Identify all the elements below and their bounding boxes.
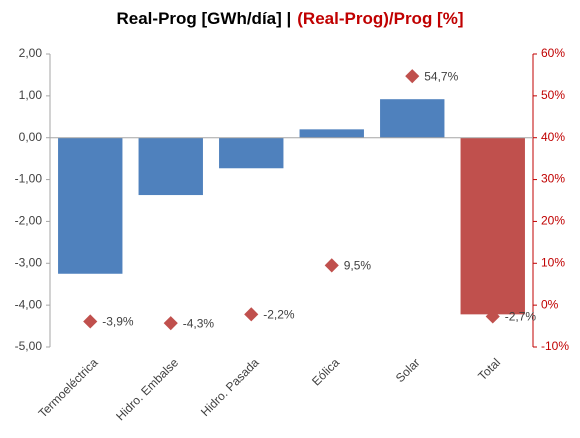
bar: [58, 137, 123, 274]
chart-title: Real-Prog [GWh/día] | (Real-Prog)/Prog [%…: [117, 9, 464, 28]
diamond-marker: [405, 69, 420, 84]
bar: [299, 129, 364, 138]
data-label: -2,2%: [263, 308, 295, 322]
data-label: 9,5%: [344, 259, 372, 273]
data-label: -2,7%: [505, 310, 537, 324]
y-tick-label: 2,00: [19, 46, 43, 60]
bar: [219, 137, 284, 169]
diamond-marker: [244, 307, 259, 322]
y-tick-label: -4,00: [15, 297, 43, 311]
y-tick-label: -2,00: [15, 214, 43, 228]
bar: [380, 99, 445, 138]
y2-tick-label: 10%: [541, 255, 565, 269]
y-tick-label: -3,00: [15, 255, 43, 269]
x-tick-label: Solar: [393, 355, 423, 385]
diamond-marker: [485, 309, 500, 324]
y2-tick-label: 0%: [541, 297, 559, 311]
title-part: (Real-Prog)/Prog [%]: [297, 9, 463, 28]
y-tick-label: -1,00: [15, 172, 43, 186]
x-tick-label: Total: [475, 355, 503, 383]
y-tick-label: -5,00: [15, 339, 43, 353]
title-part: Real-Prog [GWh/día] |: [117, 9, 292, 28]
bar: [460, 137, 525, 315]
bar: [138, 137, 203, 196]
y2-tick-label: 60%: [541, 46, 565, 60]
y-tick-label: 0,00: [19, 130, 43, 144]
y2-tick-label: -10%: [541, 339, 569, 353]
diamond-marker: [83, 314, 98, 329]
y2-tick-label: 30%: [541, 172, 565, 186]
diamond-marker: [163, 316, 178, 331]
y-tick-label: 1,00: [19, 88, 43, 102]
data-label: -3,9%: [102, 315, 134, 329]
data-label: -4,3%: [183, 316, 215, 330]
x-tick-label: Eólica: [309, 355, 342, 388]
x-tick-label: Hidro. Pasada: [198, 355, 262, 419]
y2-tick-label: 40%: [541, 130, 565, 144]
y2-tick-label: 50%: [541, 88, 565, 102]
x-tick-label: Termoeléctrica: [36, 355, 101, 420]
diamond-marker: [324, 258, 339, 273]
y2-tick-label: 20%: [541, 214, 565, 228]
x-tick-label: Hidro. Embalse: [113, 355, 181, 423]
data-label: 54,7%: [424, 69, 458, 83]
